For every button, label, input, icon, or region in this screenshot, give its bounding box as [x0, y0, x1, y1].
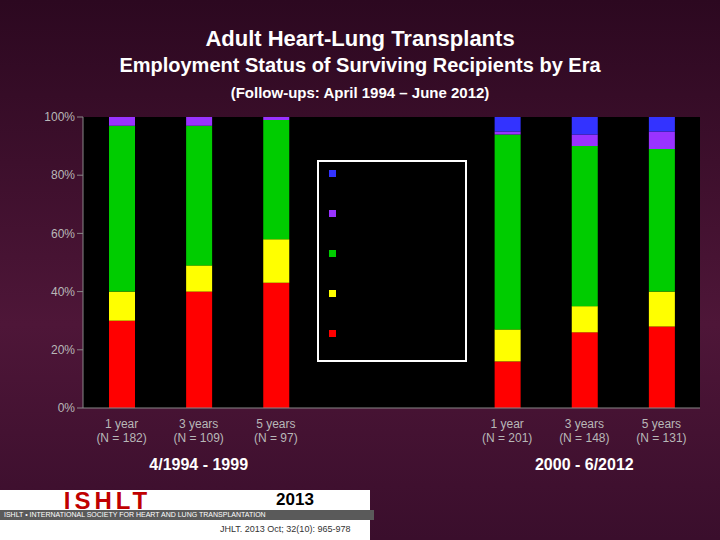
svg-text:(N = 109): (N = 109) — [174, 431, 224, 445]
svg-text:60%: 60% — [51, 227, 75, 241]
svg-text:5 years: 5 years — [256, 417, 295, 431]
svg-text:(N = 148): (N = 148) — [559, 431, 609, 445]
html-text:2013: 2013 — [276, 490, 314, 509]
svg-text:3 years: 3 years — [179, 417, 218, 431]
svg-text:(N = 97): (N = 97) — [254, 431, 298, 445]
svg-text:(N = 182): (N = 182) — [96, 431, 146, 445]
html-text:2000 - 6/2012: 2000 - 6/2012 — [534, 456, 634, 473]
svg-text:40%: 40% — [51, 285, 75, 299]
html-text:ISHLT: ISHLT — [63, 487, 152, 514]
svg-text:20%: 20% — [51, 343, 75, 357]
html-text:Adult Heart-Lung Transplants: Adult Heart-Lung Transplants — [205, 26, 515, 51]
html-text:JHLT. 2013 Oct; 32(10): 965-97: JHLT. 2013 Oct; 32(10): 965-978 — [220, 524, 351, 534]
svg-text:(N = 201): (N = 201) — [482, 431, 532, 445]
svg-text:(N = 131): (N = 131) — [636, 431, 686, 445]
svg-text:100%: 100% — [44, 110, 75, 124]
html-text:(Follow-ups: April 1994 – June: (Follow-ups: April 1994 – June 2012) — [230, 84, 490, 101]
svg-text:5 years: 5 years — [642, 417, 681, 431]
html-text:4/1994 - 1999: 4/1994 - 1999 — [149, 456, 249, 473]
html-text:ISHLT • INTERNATIONAL SOCIETY: ISHLT • INTERNATIONAL SOCIETY FOR HEART … — [4, 511, 266, 518]
svg-text:1 year: 1 year — [491, 417, 524, 431]
svg-text:1 year: 1 year — [105, 417, 138, 431]
svg-text:3 years: 3 years — [565, 417, 604, 431]
html-text:Employment Status of Surviving: Employment Status of Surviving Recipient… — [119, 54, 601, 76]
svg-text:0%: 0% — [58, 401, 76, 415]
svg-text:80%: 80% — [51, 168, 75, 182]
